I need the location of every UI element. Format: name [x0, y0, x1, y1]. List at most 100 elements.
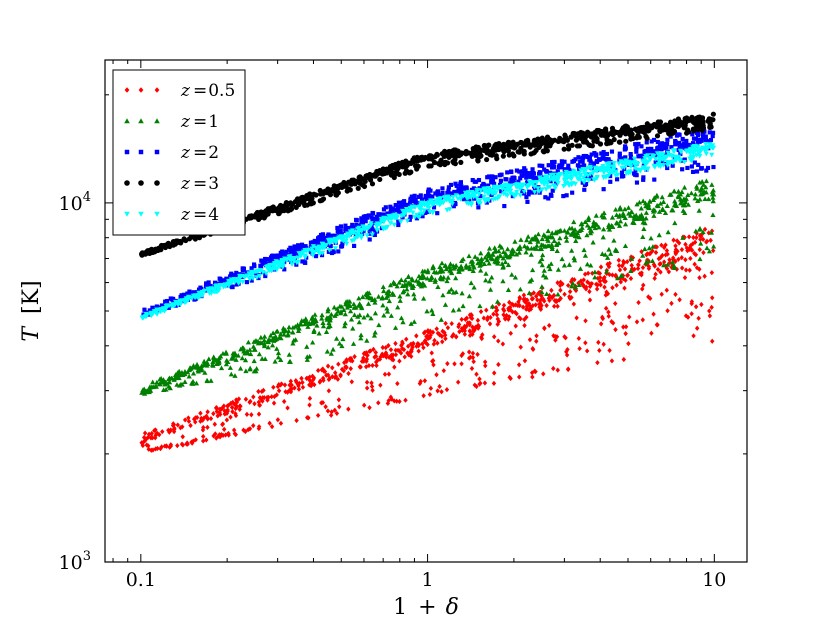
data-point — [539, 302, 544, 309]
data-point — [390, 352, 396, 358]
data-point — [191, 290, 196, 295]
data-point — [166, 241, 172, 248]
data-point — [610, 285, 615, 291]
legend-entry-z=2: z =2 — [124, 143, 219, 163]
data-point — [232, 350, 238, 356]
data-point — [394, 215, 400, 221]
data-point — [263, 256, 268, 262]
data-point — [469, 189, 475, 195]
data-point — [456, 321, 462, 328]
data-point — [482, 189, 488, 195]
data-point — [412, 193, 417, 198]
data-point — [275, 354, 281, 360]
data-point — [262, 333, 268, 339]
data-point — [628, 154, 634, 159]
data-point — [400, 208, 406, 214]
data-point — [154, 180, 160, 186]
data-point — [547, 292, 552, 299]
data-point — [309, 195, 315, 202]
data-point — [585, 217, 591, 222]
data-point — [673, 258, 678, 264]
data-point — [700, 229, 706, 235]
data-point — [161, 387, 167, 392]
data-point — [583, 340, 588, 346]
data-point — [580, 155, 586, 160]
data-point — [707, 130, 712, 135]
data-point — [243, 396, 249, 402]
data-point — [571, 169, 577, 174]
data-point — [532, 233, 538, 239]
data-point — [458, 194, 464, 200]
data-point — [417, 206, 423, 212]
data-point — [424, 204, 430, 210]
data-point — [707, 122, 713, 128]
data-point — [610, 320, 616, 326]
data-point — [336, 249, 341, 254]
data-point — [300, 259, 305, 264]
data-point — [527, 278, 533, 284]
data-point — [421, 208, 428, 214]
data-point — [178, 425, 183, 431]
data-point — [336, 340, 343, 346]
data-point — [459, 186, 465, 191]
data-point — [256, 351, 263, 357]
data-point — [470, 354, 476, 361]
data-point — [634, 145, 639, 150]
series-z=0.5 — [139, 226, 716, 453]
data-point — [148, 435, 154, 441]
data-point — [252, 264, 257, 269]
data-point — [341, 307, 347, 313]
data-point — [204, 362, 210, 368]
data-point — [660, 141, 665, 146]
data-point — [679, 247, 685, 253]
data-point — [669, 259, 676, 265]
data-point — [208, 378, 214, 383]
data-point — [493, 304, 499, 311]
data-point — [499, 244, 505, 250]
data-point — [544, 291, 550, 297]
data-point — [233, 411, 238, 417]
data-point — [536, 143, 543, 150]
data-point — [305, 414, 310, 421]
data-point — [148, 313, 155, 319]
data-point — [331, 304, 337, 310]
data-point — [562, 182, 569, 187]
data-point — [196, 365, 202, 371]
data-point — [420, 268, 426, 274]
data-point — [272, 333, 279, 339]
data-point — [312, 312, 318, 317]
data-point — [571, 301, 577, 307]
data-point — [492, 245, 498, 250]
data-point — [486, 278, 493, 284]
data-point — [140, 442, 146, 449]
data-point — [422, 378, 428, 384]
data-point — [682, 118, 688, 124]
data-point — [701, 249, 706, 256]
data-point — [346, 406, 351, 412]
data-point — [671, 188, 677, 194]
data-point — [153, 432, 158, 439]
data-point — [477, 381, 482, 387]
data-point — [588, 262, 594, 268]
data-point — [660, 163, 667, 168]
data-point — [233, 406, 238, 412]
data-point — [628, 152, 633, 157]
data-point — [649, 139, 654, 144]
data-point — [430, 194, 435, 199]
data-point — [582, 163, 587, 168]
data-point — [263, 271, 269, 276]
data-point — [372, 310, 379, 316]
data-point — [242, 357, 249, 363]
data-point — [690, 118, 696, 124]
data-point — [423, 210, 428, 215]
data-point — [463, 316, 468, 322]
data-point — [343, 226, 348, 232]
data-point — [604, 268, 610, 274]
data-point — [508, 188, 514, 194]
data-point — [479, 334, 484, 340]
data-point — [464, 200, 470, 206]
data-point — [700, 145, 706, 151]
data-point — [617, 267, 623, 273]
data-point — [576, 282, 582, 288]
data-point — [616, 139, 622, 145]
